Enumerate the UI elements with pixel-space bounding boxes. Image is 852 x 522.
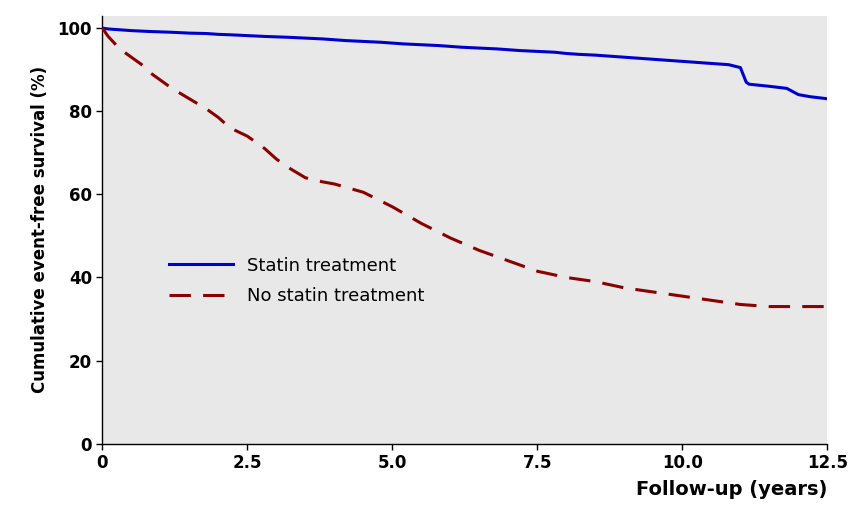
X-axis label: Follow-up (years): Follow-up (years) (636, 480, 826, 500)
Legend: Statin treatment, No statin treatment: Statin treatment, No statin treatment (162, 250, 431, 313)
Y-axis label: Cumulative event-free survival (%): Cumulative event-free survival (%) (31, 66, 49, 393)
